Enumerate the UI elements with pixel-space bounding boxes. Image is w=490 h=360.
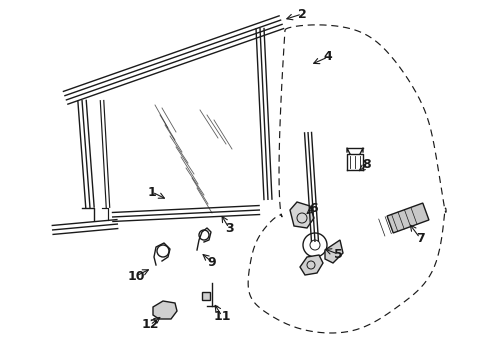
Text: 8: 8 [363,158,371,171]
Text: 2: 2 [297,8,306,21]
Text: 11: 11 [213,310,231,323]
Text: 4: 4 [323,50,332,63]
Polygon shape [300,255,323,275]
Polygon shape [387,203,429,233]
Polygon shape [153,301,177,319]
Polygon shape [325,240,343,263]
Text: 12: 12 [141,319,159,332]
Text: 7: 7 [416,231,424,244]
Polygon shape [202,292,210,300]
Text: 3: 3 [225,221,233,234]
Text: 5: 5 [334,248,343,261]
Text: 6: 6 [310,202,318,215]
Text: 9: 9 [208,256,216,269]
Polygon shape [290,202,314,228]
Text: 1: 1 [147,185,156,198]
Text: 10: 10 [127,270,145,283]
